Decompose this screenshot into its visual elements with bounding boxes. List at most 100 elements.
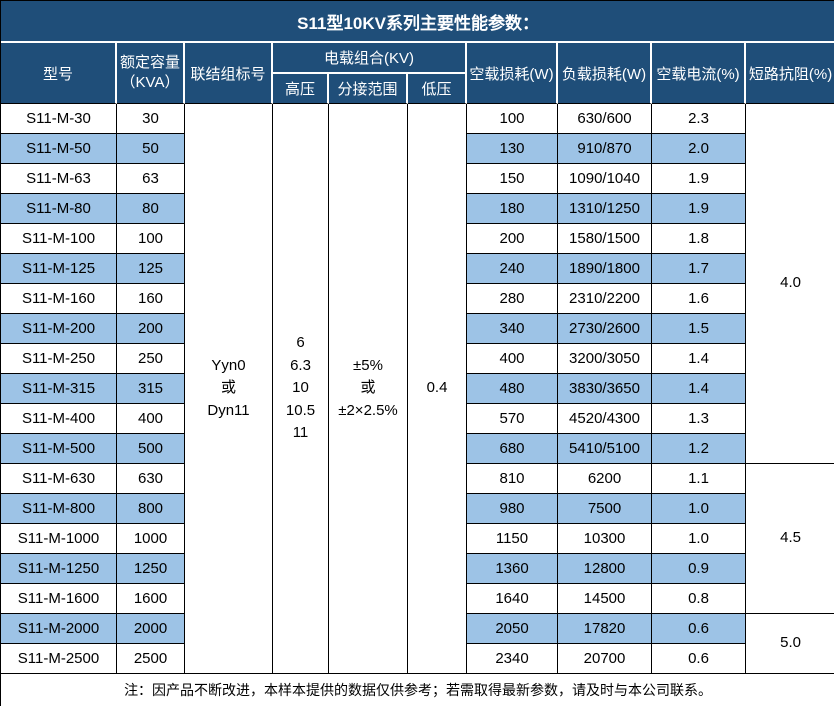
- tap-range-cell: ±5% 或 ±2×2.5%: [329, 104, 408, 674]
- no-load-current-cell: 1.9: [652, 194, 746, 224]
- model-cell: S11-M-250: [1, 344, 117, 374]
- col-header-no-load-current: 空载电流(%): [652, 43, 746, 104]
- table-row: S11-M-160 160 280 2310/2200 1.6: [1, 284, 834, 314]
- model-cell: S11-M-1250: [1, 554, 117, 584]
- no-load-current-cell: 1.4: [652, 374, 746, 404]
- no-load-current-cell: 2.3: [652, 104, 746, 134]
- model-cell: S11-M-630: [1, 464, 117, 494]
- capacity-cell: 63: [117, 164, 185, 194]
- no-load-loss-cell: 1150: [467, 524, 558, 554]
- no-load-current-cell: 1.0: [652, 524, 746, 554]
- no-load-loss-cell: 280: [467, 284, 558, 314]
- capacity-cell: 800: [117, 494, 185, 524]
- model-cell: S11-M-2500: [1, 644, 117, 674]
- load-loss-cell: 1890/1800: [558, 254, 652, 284]
- load-loss-cell: 20700: [558, 644, 652, 674]
- table-row: S11-M-800 800 980 7500 1.0: [1, 494, 834, 524]
- no-load-current-cell: 1.0: [652, 494, 746, 524]
- table-row: S11-M-500 500 680 5410/5100 1.2: [1, 434, 834, 464]
- col-header-capacity: 额定容量 （KVA）: [117, 43, 185, 104]
- table-row: S11-M-400 400 570 4520/4300 1.3: [1, 404, 834, 434]
- capacity-cell: 80: [117, 194, 185, 224]
- no-load-loss-cell: 2340: [467, 644, 558, 674]
- no-load-current-cell: 1.8: [652, 224, 746, 254]
- table-row: S11-M-2500 2500 2340 20700 0.6: [1, 644, 834, 674]
- load-loss-cell: 6200: [558, 464, 652, 494]
- model-cell: S11-M-80: [1, 194, 117, 224]
- load-loss-cell: 910/870: [558, 134, 652, 164]
- capacity-cell: 630: [117, 464, 185, 494]
- model-cell: S11-M-30: [1, 104, 117, 134]
- no-load-current-cell: 1.3: [652, 404, 746, 434]
- no-load-loss-cell: 100: [467, 104, 558, 134]
- capacity-cell: 2000: [117, 614, 185, 644]
- no-load-loss-cell: 810: [467, 464, 558, 494]
- col-header-capacity-line1: 额定容量: [119, 53, 180, 71]
- table-row: S11-M-1000 1000 1150 10300 1.0: [1, 524, 834, 554]
- load-loss-cell: 1310/1250: [558, 194, 652, 224]
- load-loss-cell: 2730/2600: [558, 314, 652, 344]
- capacity-cell: 50: [117, 134, 185, 164]
- impedance-cell: 5.0: [746, 614, 834, 674]
- col-header-hv: 高压: [273, 74, 329, 104]
- capacity-cell: 400: [117, 404, 185, 434]
- model-cell: S11-M-200: [1, 314, 117, 344]
- capacity-cell: 2500: [117, 644, 185, 674]
- table-row: S11-M-250 250 400 3200/3050 1.4: [1, 344, 834, 374]
- no-load-loss-cell: 680: [467, 434, 558, 464]
- model-cell: S11-M-125: [1, 254, 117, 284]
- col-header-model: 型号: [1, 43, 117, 104]
- capacity-cell: 30: [117, 104, 185, 134]
- no-load-current-cell: 1.1: [652, 464, 746, 494]
- capacity-cell: 1250: [117, 554, 185, 584]
- table-row: S11-M-30 30 Yyn0 或 Dyn11 6 6.3 10 10.5 11 ±5% 或 ±2×2…: [1, 104, 834, 674]
- no-load-current-cell: 1.2: [652, 434, 746, 464]
- col-header-capacity-line2: （KVA）: [120, 74, 180, 91]
- table-row: S11-M-2000 2000 2050 17820 0.6 5.0: [1, 614, 834, 674]
- col-header-no-load-loss: 空载损耗(W): [467, 43, 558, 104]
- table-row: S11-M-63 63 150 1090/1040 1.9: [1, 164, 834, 194]
- load-loss-cell: 5410/5100: [558, 434, 652, 464]
- load-loss-cell: 12800: [558, 554, 652, 584]
- capacity-cell: 100: [117, 224, 185, 254]
- no-load-current-cell: 1.9: [652, 164, 746, 194]
- col-header-tap-range: 分接范围: [329, 74, 408, 104]
- no-load-current-cell: 0.8: [652, 584, 746, 614]
- no-load-current-cell: 0.6: [652, 614, 746, 644]
- load-loss-cell: 1090/1040: [558, 164, 652, 194]
- capacity-cell: 1000: [117, 524, 185, 554]
- capacity-cell: 160: [117, 284, 185, 314]
- capacity-cell: 200: [117, 314, 185, 344]
- load-loss-cell: 3830/3650: [558, 374, 652, 404]
- table-body: S11-M-30 30 Yyn0 或 Dyn11 6 6.3 10 10.5 11 ±5% 或 ±2×2…: [1, 104, 834, 674]
- no-load-current-cell: 0.6: [652, 644, 746, 674]
- model-cell: S11-M-500: [1, 434, 117, 464]
- no-load-loss-cell: 570: [467, 404, 558, 434]
- no-load-loss-cell: 130: [467, 134, 558, 164]
- no-load-loss-cell: 1360: [467, 554, 558, 584]
- model-cell: S11-M-63: [1, 164, 117, 194]
- load-loss-cell: 7500: [558, 494, 652, 524]
- model-cell: S11-M-800: [1, 494, 117, 524]
- capacity-cell: 125: [117, 254, 185, 284]
- model-cell: S11-M-400: [1, 404, 117, 434]
- no-load-loss-cell: 180: [467, 194, 558, 224]
- capacity-cell: 1600: [117, 584, 185, 614]
- model-cell: S11-M-100: [1, 224, 117, 254]
- model-cell: S11-M-1000: [1, 524, 117, 554]
- table-row: S11-M-315 315 480 3830/3650 1.4: [1, 374, 834, 404]
- lv-cell: 0.4: [408, 104, 467, 674]
- model-cell: S11-M-160: [1, 284, 117, 314]
- no-load-loss-cell: 240: [467, 254, 558, 284]
- no-load-loss-cell: 340: [467, 314, 558, 344]
- capacity-cell: 315: [117, 374, 185, 404]
- connection-cell: Yyn0 或 Dyn11: [185, 104, 273, 674]
- col-header-impedance: 短路抗阻(%): [746, 43, 834, 104]
- model-cell: S11-M-50: [1, 134, 117, 164]
- table-row: S11-M-100 100 200 1580/1500 1.8: [1, 224, 834, 254]
- table-row: S11-M-200 200 340 2730/2600 1.5: [1, 314, 834, 344]
- model-cell: S11-M-315: [1, 374, 117, 404]
- table-row: S11-M-1250 1250 1360 12800 0.9: [1, 554, 834, 584]
